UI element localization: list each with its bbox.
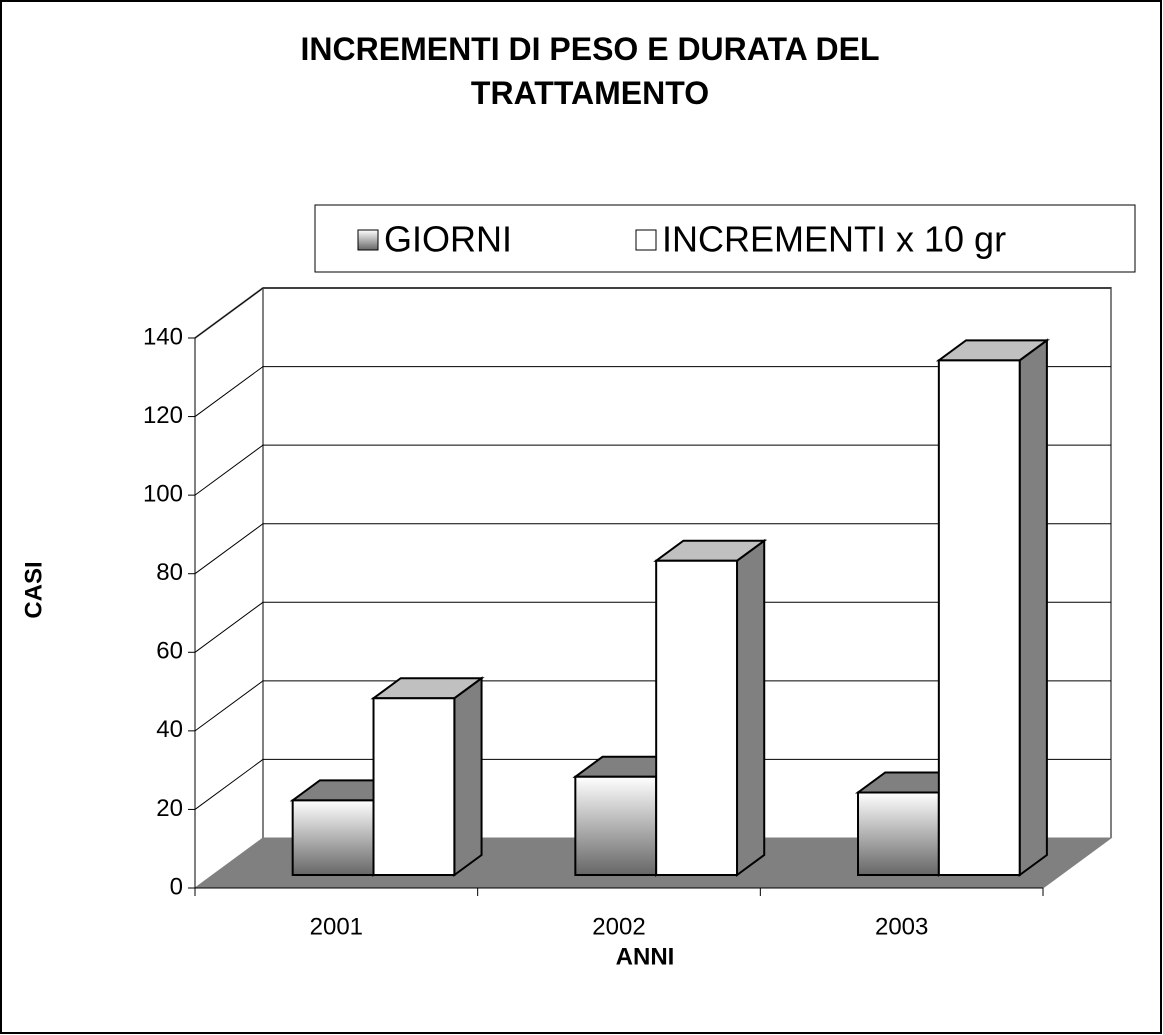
grid-line	[194, 601, 1111, 653]
grid-line	[194, 366, 1111, 417]
x-tick-label: 2001	[310, 913, 363, 940]
chart-title: INCREMENTI DI PESO E DURATA DEL TRATTAMEN…	[301, 31, 880, 111]
grid-line	[194, 680, 1111, 732]
y-tick-label: 0	[170, 873, 183, 900]
y-tick-label: 60	[156, 638, 183, 665]
bar-front	[857, 791, 940, 876]
x-axis-title: ANNI	[616, 943, 675, 970]
bar-front	[655, 559, 739, 876]
y-tick-label: 20	[156, 795, 183, 822]
grid-line	[194, 444, 1111, 496]
legend	[314, 204, 1136, 273]
grid-line	[194, 287, 1111, 339]
x-tick-label: 2003	[875, 913, 928, 940]
legend-swatch	[635, 229, 657, 251]
y-axis-title: CASI	[20, 561, 47, 618]
bar-side	[736, 538, 766, 877]
bar-front	[372, 697, 456, 876]
bar-front	[937, 359, 1021, 876]
y-tick-label: 120	[143, 402, 183, 429]
y-tick-label: 80	[156, 559, 183, 586]
bar	[370, 676, 485, 877]
grid-line	[194, 523, 1111, 575]
bar-front	[574, 775, 658, 876]
legend-label: GIORNI	[384, 219, 512, 260]
bar-side	[453, 676, 483, 877]
bar	[935, 338, 1050, 877]
bar-front	[291, 799, 375, 876]
legend-label: INCREMENTI x 10 gr	[662, 219, 1006, 260]
x-tick-label: 2002	[592, 913, 645, 940]
bar	[653, 538, 768, 877]
y-tick-label: 100	[143, 480, 183, 507]
grid-line	[194, 758, 1111, 810]
y-tick-label: 140	[143, 323, 183, 350]
bar-side	[1018, 338, 1048, 877]
legend-swatch	[357, 229, 379, 251]
y-tick-label: 40	[156, 716, 183, 743]
